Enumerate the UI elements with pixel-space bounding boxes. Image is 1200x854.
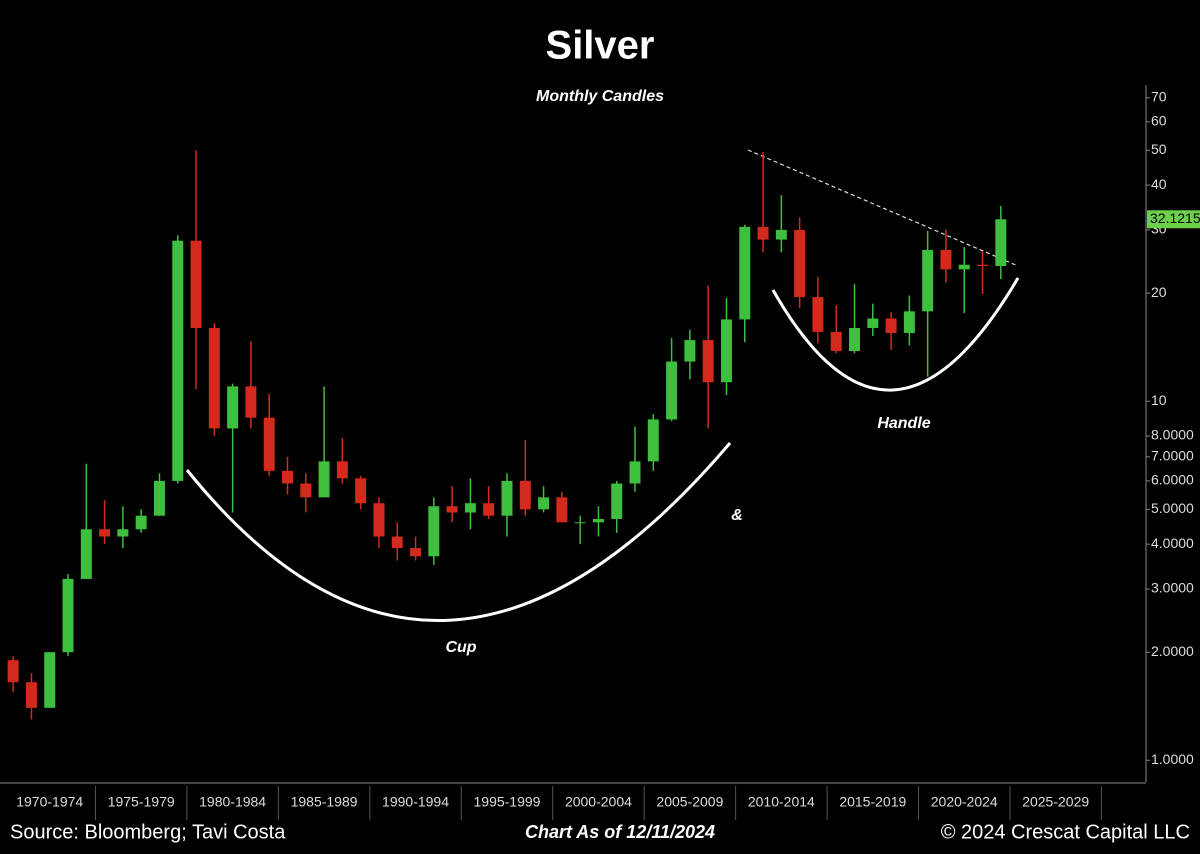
candle-body — [611, 483, 623, 519]
candle-body — [227, 386, 239, 429]
candle-body — [117, 529, 129, 537]
candle-body — [483, 503, 495, 516]
candle-body — [538, 497, 550, 510]
candle-body — [446, 506, 458, 513]
candle-body — [245, 386, 257, 418]
candle-body — [190, 240, 202, 328]
annotation: & — [731, 507, 743, 524]
candle-body — [44, 652, 56, 708]
candle-body — [391, 536, 403, 549]
candle-body — [867, 318, 879, 328]
candle-body — [519, 480, 531, 510]
candle-body — [739, 226, 751, 320]
x-tick-label: 2000-2004 — [565, 794, 632, 810]
y-tick-label: 6.0000 — [1151, 472, 1194, 488]
price-tag-label: 32.1215 — [1150, 210, 1200, 226]
candle-body — [336, 461, 348, 479]
candle-body — [995, 219, 1007, 267]
candle-body — [903, 311, 915, 333]
y-tick-label: 60 — [1151, 113, 1167, 129]
y-tick-label: 1.0000 — [1151, 751, 1194, 767]
candle-body — [464, 503, 476, 513]
x-tick-label: 2025-2029 — [1022, 794, 1089, 810]
y-tick-label: 4.0000 — [1151, 535, 1194, 551]
candle-body — [775, 229, 787, 240]
x-tick-label: 1980-1984 — [199, 794, 266, 810]
candle-body — [135, 515, 147, 530]
candle-body — [25, 682, 37, 708]
chart-subtitle: Monthly Candles — [536, 88, 664, 105]
candle-body — [629, 461, 641, 484]
candle-body — [300, 483, 312, 498]
footer-source: Source: Bloomberg; Tavi Costa — [10, 821, 286, 843]
annotation: Cup — [445, 639, 476, 656]
x-tick-label: 2010-2014 — [748, 794, 815, 810]
x-tick-label: 2005-2009 — [656, 794, 723, 810]
y-tick-label: 50 — [1151, 141, 1167, 157]
x-tick-label: 1985-1989 — [291, 794, 358, 810]
candle-body — [574, 522, 586, 524]
candle-body — [812, 297, 824, 332]
candle-body — [885, 318, 897, 333]
candle-body — [153, 480, 165, 516]
candle-body — [355, 478, 367, 504]
y-tick-label: 3.0000 — [1151, 580, 1194, 596]
y-tick-label: 8.0000 — [1151, 427, 1194, 443]
y-tick-label: 5.0000 — [1151, 500, 1194, 516]
x-tick-label: 1990-1994 — [382, 794, 449, 810]
candle-body — [318, 461, 330, 498]
candle-body — [282, 470, 293, 484]
annotation: Handle — [877, 415, 930, 432]
candle-body — [702, 340, 714, 383]
x-tick-label: 2020-2024 — [931, 794, 998, 810]
candle-body — [263, 417, 275, 471]
candle-body — [647, 419, 659, 462]
y-tick-label: 10 — [1151, 392, 1167, 408]
candle-body — [172, 240, 184, 481]
candle-body — [794, 229, 806, 298]
y-tick-label: 70 — [1151, 89, 1167, 105]
candle-body — [7, 660, 19, 683]
candle-body — [849, 327, 860, 352]
price-tag — [1147, 210, 1200, 229]
candle-body — [208, 327, 220, 429]
candle-body — [428, 506, 440, 557]
y-tick-label: 7.0000 — [1151, 448, 1194, 464]
chart-title: Silver — [546, 24, 655, 68]
candle-body — [556, 497, 568, 523]
candle-body — [757, 226, 769, 240]
candle-body — [410, 548, 422, 557]
y-tick-label: 40 — [1151, 176, 1167, 192]
candle-body — [501, 480, 513, 516]
candle-body — [830, 331, 842, 352]
candle-body — [373, 503, 385, 537]
candle-body — [958, 264, 970, 270]
y-tick-label: 20 — [1151, 284, 1167, 300]
x-tick-label: 1970-1974 — [16, 794, 83, 810]
candle-body — [922, 249, 934, 312]
cup-arc — [185, 442, 732, 622]
footer-copyright: © 2024 Crescat Capital LLC — [941, 821, 1190, 843]
candle-body — [80, 529, 92, 579]
footer-date: Chart As of 12/11/2024 — [525, 822, 715, 842]
candle-body — [99, 529, 111, 537]
candle-body — [62, 578, 74, 653]
y-tick-label: 2.0000 — [1151, 643, 1194, 659]
x-tick-label: 1995-1999 — [474, 794, 541, 810]
candle-body — [666, 361, 678, 420]
candle-body — [977, 264, 989, 267]
x-tick-label: 2015-2019 — [839, 794, 906, 810]
candle-body — [684, 340, 696, 362]
candle-body — [940, 249, 952, 270]
candle-body — [720, 319, 732, 383]
candle-body — [592, 518, 604, 523]
handle-arc — [771, 277, 1020, 392]
x-tick-label: 1975-1979 — [108, 794, 175, 810]
